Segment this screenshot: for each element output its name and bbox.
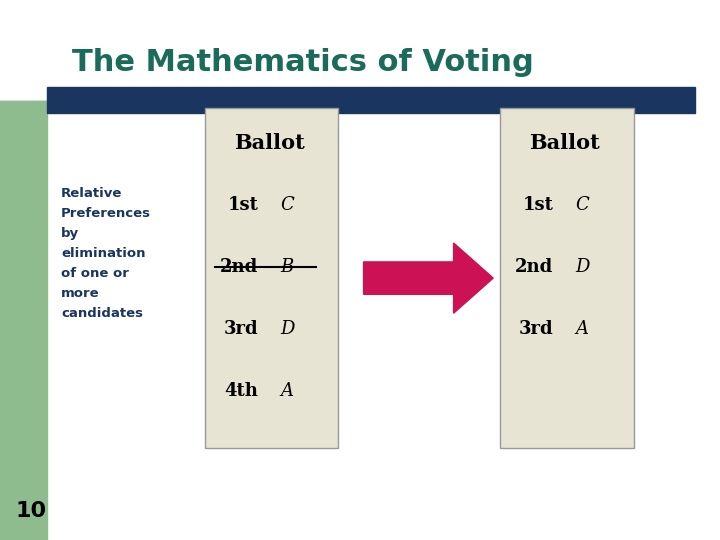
Text: 10: 10 bbox=[16, 501, 47, 521]
Bar bbox=[0, 0, 47, 540]
Text: 1st: 1st bbox=[523, 196, 554, 214]
Text: Ballot: Ballot bbox=[529, 133, 600, 153]
Bar bbox=[205, 108, 338, 448]
FancyBboxPatch shape bbox=[0, 0, 83, 100]
Text: The Mathematics of Voting: The Mathematics of Voting bbox=[72, 48, 534, 77]
Text: B: B bbox=[281, 258, 294, 276]
Text: 1st: 1st bbox=[228, 196, 258, 214]
Text: 4th: 4th bbox=[225, 382, 258, 401]
Text: D: D bbox=[575, 258, 590, 276]
Text: 3rd: 3rd bbox=[519, 320, 554, 339]
Bar bbox=[500, 108, 634, 448]
Text: 2nd: 2nd bbox=[516, 258, 554, 276]
Text: C: C bbox=[280, 196, 294, 214]
Text: 3rd: 3rd bbox=[224, 320, 258, 339]
Text: 2nd: 2nd bbox=[220, 258, 258, 276]
Bar bbox=[47, 87, 695, 113]
Text: D: D bbox=[280, 320, 294, 339]
Text: A: A bbox=[281, 382, 294, 401]
Text: A: A bbox=[576, 320, 589, 339]
Text: Relative
Preferences
by
elimination
of one or
more
candidates: Relative Preferences by elimination of o… bbox=[61, 187, 151, 320]
Text: C: C bbox=[575, 196, 589, 214]
Text: Ballot: Ballot bbox=[234, 133, 305, 153]
Polygon shape bbox=[364, 243, 493, 313]
